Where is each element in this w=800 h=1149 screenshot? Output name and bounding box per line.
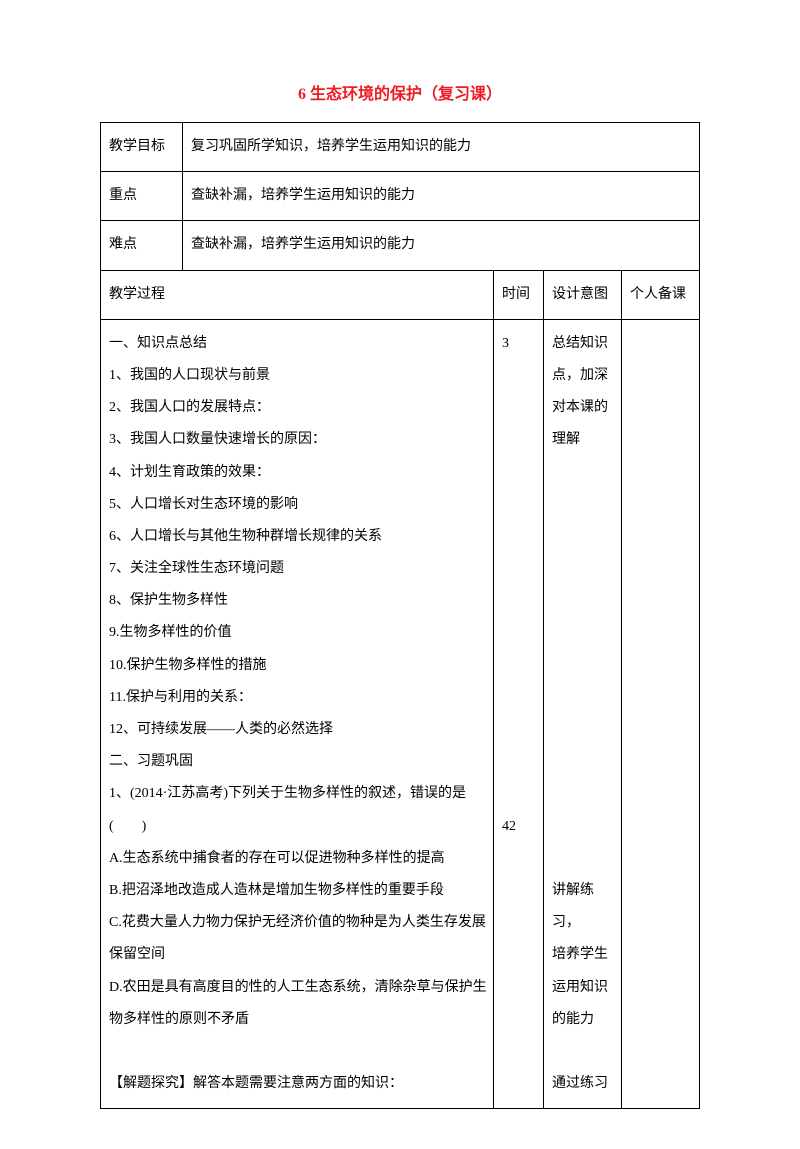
content-line	[502, 424, 537, 456]
content-line: 【解题探究】解答本题需要注意两方面的知识：	[109, 1068, 487, 1100]
content-line: 点，加深	[552, 360, 615, 392]
row-column-headers: 教学过程 时间 设计意图 个人备课	[101, 270, 700, 319]
content-line	[552, 585, 615, 617]
content-line: 一、知识点总结	[109, 328, 487, 360]
content-line: 11.保护与利用的关系：	[109, 682, 487, 714]
col-header-intent: 设计意图	[544, 270, 622, 319]
content-line	[502, 746, 537, 778]
content-line	[552, 650, 615, 682]
content-line	[502, 457, 537, 489]
content-line	[502, 843, 537, 875]
time-column-content: 3 42	[494, 319, 544, 1109]
content-line	[502, 682, 537, 714]
content-line	[552, 457, 615, 489]
content-line	[502, 617, 537, 649]
lesson-plan-table: 教学目标 复习巩固所学知识，培养学生运用知识的能力 重点 查缺补漏，培养学生运用…	[100, 122, 700, 1109]
content-line	[552, 746, 615, 778]
value-keypoint: 查缺补漏，培养学生运用知识的能力	[183, 172, 700, 221]
content-line	[552, 617, 615, 649]
row-content: 一、知识点总结1、我国的人口现状与前景2、我国人口的发展特点：3、我国人口数量快…	[101, 319, 700, 1109]
content-line	[502, 553, 537, 585]
content-line	[502, 907, 537, 939]
content-line: 运用知识	[552, 972, 615, 1004]
content-line: 1、(2014·江苏高考)下列关于生物多样性的叙述，错误的是( )	[109, 778, 487, 842]
content-line	[109, 1036, 487, 1068]
content-line: 6、人口增长与其他生物种群增长规律的关系	[109, 521, 487, 553]
teaching-process-content: 一、知识点总结1、我国的人口现状与前景2、我国人口的发展特点：3、我国人口数量快…	[101, 319, 494, 1109]
col-header-process: 教学过程	[101, 270, 494, 319]
content-line: 讲解练习，	[552, 875, 615, 939]
content-line	[502, 778, 537, 810]
row-keypoint: 重点 查缺补漏，培养学生运用知识的能力	[101, 172, 700, 221]
content-line: 9.生物多样性的价值	[109, 617, 487, 649]
content-line: 通过练习	[552, 1068, 615, 1100]
row-difficulty: 难点 查缺补漏，培养学生运用知识的能力	[101, 221, 700, 270]
content-line	[502, 489, 537, 521]
content-line	[502, 875, 537, 907]
content-line	[552, 553, 615, 585]
value-difficulty: 查缺补漏，培养学生运用知识的能力	[183, 221, 700, 270]
content-line: 对本课的	[552, 392, 615, 424]
content-line: 培养学生	[552, 939, 615, 971]
content-line: 4、计划生育政策的效果：	[109, 457, 487, 489]
content-line	[552, 489, 615, 521]
content-line	[502, 1004, 537, 1036]
content-line: 12、可持续发展——人类的必然选择	[109, 714, 487, 746]
content-line: 的能力	[552, 1004, 615, 1036]
content-line: 42	[502, 811, 537, 843]
content-line: 理解	[552, 424, 615, 456]
label-objective: 教学目标	[101, 123, 183, 172]
intent-column-content: 总结知识点，加深对本课的理解 讲解练习，培养学生运用知识的能力 通过练习	[544, 319, 622, 1109]
content-line: 5、人口增长对生态环境的影响	[109, 489, 487, 521]
content-line	[552, 778, 615, 810]
content-line: 7、关注全球性生态环境问题	[109, 553, 487, 585]
content-line	[502, 939, 537, 971]
content-line: 3	[502, 328, 537, 360]
content-line	[502, 650, 537, 682]
content-line	[552, 1036, 615, 1068]
content-line: A.生态系统中捕食者的存在可以促进物种多样性的提高	[109, 843, 487, 875]
content-line	[552, 843, 615, 875]
content-line	[552, 682, 615, 714]
content-line: 1、我国的人口现状与前景	[109, 360, 487, 392]
col-header-time: 时间	[494, 270, 544, 319]
content-line: 二、习题巩固	[109, 746, 487, 778]
content-line	[552, 521, 615, 553]
content-line	[502, 392, 537, 424]
page-title: 6 生态环境的保护（复习课）	[100, 80, 700, 104]
col-header-personal: 个人备课	[622, 270, 700, 319]
content-line	[552, 811, 615, 843]
personal-notes-content	[622, 319, 700, 1109]
content-line	[502, 585, 537, 617]
content-line: 10.保护生物多样性的措施	[109, 650, 487, 682]
content-line	[502, 360, 537, 392]
content-line: D.农田是具有高度目的性的人工生态系统，清除杂草与保护生物多样性的原则不矛盾	[109, 972, 487, 1036]
content-line: 2、我国人口的发展特点：	[109, 392, 487, 424]
label-difficulty: 难点	[101, 221, 183, 270]
value-objective: 复习巩固所学知识，培养学生运用知识的能力	[183, 123, 700, 172]
content-line	[502, 714, 537, 746]
content-line	[552, 714, 615, 746]
content-line: 3、我国人口数量快速增长的原因：	[109, 424, 487, 456]
label-keypoint: 重点	[101, 172, 183, 221]
content-line: 8、保护生物多样性	[109, 585, 487, 617]
content-line: C.花费大量人力物力保护无经济价值的物种是为人类生存发展保留空间	[109, 907, 487, 971]
content-line: B.把沼泽地改造成人造林是增加生物多样性的重要手段	[109, 875, 487, 907]
content-line	[502, 521, 537, 553]
content-line: 总结知识	[552, 328, 615, 360]
content-line	[502, 972, 537, 1004]
row-objective: 教学目标 复习巩固所学知识，培养学生运用知识的能力	[101, 123, 700, 172]
